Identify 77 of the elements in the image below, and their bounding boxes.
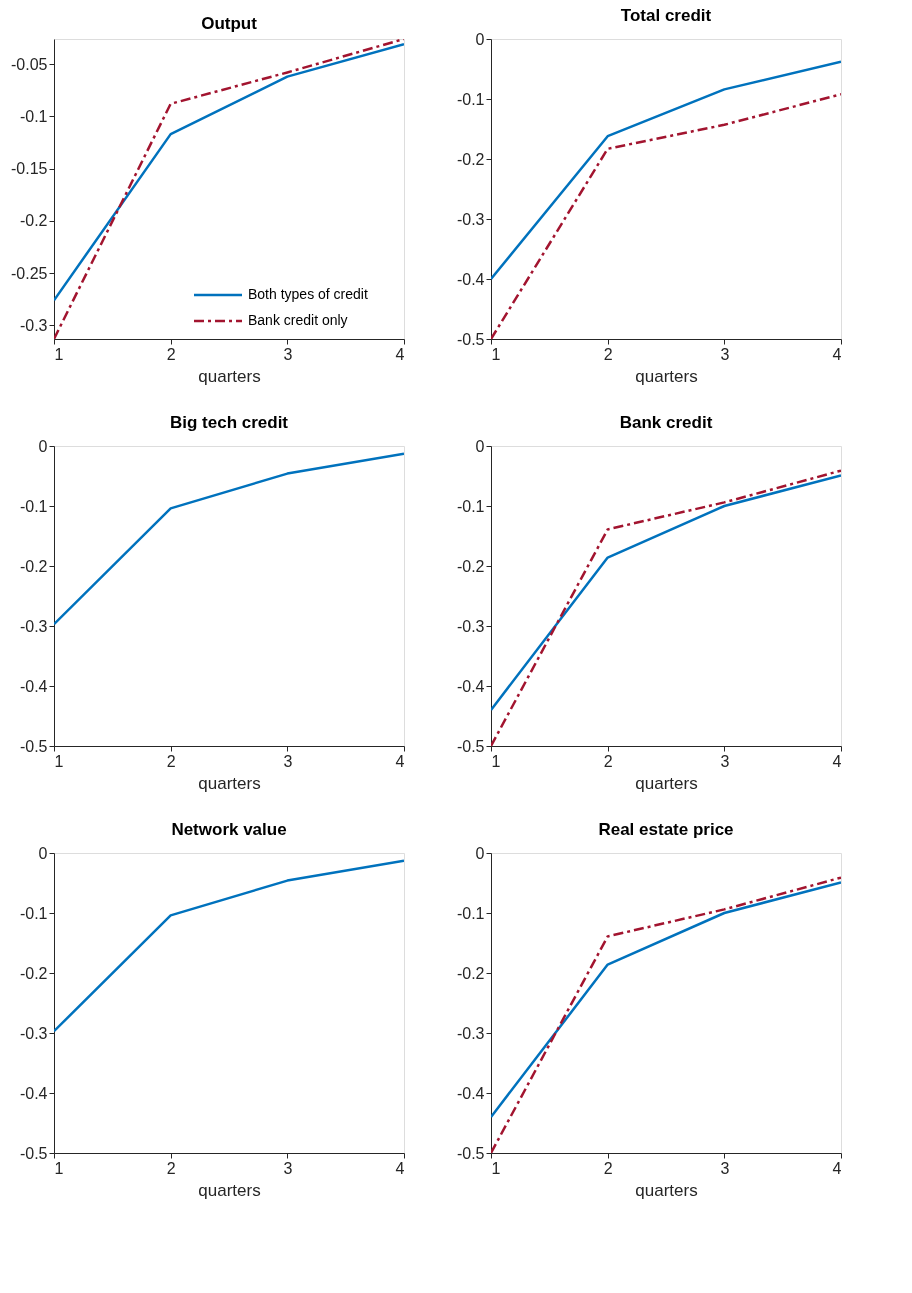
y-tick-label: -0.3 xyxy=(456,1024,485,1042)
y-tick-label: 0 xyxy=(475,437,485,455)
x-axis-title: quarters xyxy=(198,773,261,793)
chart-title: Big tech credit xyxy=(169,413,289,432)
y-tick-label: -0.5 xyxy=(456,737,485,755)
line-series xyxy=(54,452,404,626)
x-axis-title: quarters xyxy=(635,1180,698,1200)
y-tick-label: 0 xyxy=(38,437,48,455)
x-tick-label: 4 xyxy=(395,1159,405,1177)
chart-title: Bank credit xyxy=(619,413,713,432)
x-tick-label: 3 xyxy=(283,345,293,363)
x-tick-label: 2 xyxy=(603,345,613,363)
legend-label: Bank credit only xyxy=(248,312,348,328)
x-tick-label: 4 xyxy=(395,345,405,363)
x-tick-label: 2 xyxy=(603,752,613,770)
y-tick-label: -0.2 xyxy=(19,964,48,982)
y-tick-label: -0.4 xyxy=(456,1084,485,1102)
y-tick-label: -0.5 xyxy=(19,1144,48,1162)
y-tick-label: -0.4 xyxy=(19,677,48,695)
x-tick-label: 1 xyxy=(491,1159,501,1177)
x-axis-title: quarters xyxy=(635,773,698,793)
chart-title: Total credit xyxy=(620,6,712,25)
x-axis-title: quarters xyxy=(198,1180,261,1200)
x-tick-label: 1 xyxy=(491,752,501,770)
y-tick-label: -0.3 xyxy=(456,210,485,228)
y-tick-label: -0.2 xyxy=(19,557,48,575)
x-tick-label: 3 xyxy=(720,345,730,363)
y-tick-label: -0.1 xyxy=(19,497,48,515)
y-tick-label: -0.1 xyxy=(456,904,485,922)
x-tick-label: 2 xyxy=(166,1159,176,1177)
y-tick-label: -0.1 xyxy=(456,90,485,108)
x-tick-label: 2 xyxy=(166,345,176,363)
x-tick-label: 4 xyxy=(832,345,842,363)
y-tick-label: -0.5 xyxy=(19,737,48,755)
x-axis-title: quarters xyxy=(198,366,261,386)
x-tick-label: 1 xyxy=(54,752,64,770)
x-tick-label: 1 xyxy=(54,345,64,363)
y-tick-label: -0.3 xyxy=(456,617,485,635)
y-tick-label: -0.05 xyxy=(11,55,48,73)
chart-title: Output xyxy=(201,14,258,33)
y-tick-label: -0.4 xyxy=(456,677,485,695)
line-series xyxy=(54,859,404,1033)
y-tick-label: -0.2 xyxy=(456,964,485,982)
y-tick-label: -0.1 xyxy=(19,904,48,922)
y-tick-label: -0.3 xyxy=(19,316,48,334)
x-tick-label: 3 xyxy=(283,752,293,770)
y-tick-label: -0.2 xyxy=(456,557,485,575)
y-tick-label: -0.3 xyxy=(19,617,48,635)
x-tick-label: 4 xyxy=(832,752,842,770)
y-tick-label: 0 xyxy=(475,30,485,48)
legend-label: Both types of credit xyxy=(248,286,368,302)
y-tick-label: -0.1 xyxy=(19,107,48,125)
x-tick-label: 4 xyxy=(832,1159,842,1177)
x-tick-label: 1 xyxy=(54,1159,64,1177)
y-tick-label: -0.4 xyxy=(19,1084,48,1102)
y-tick-label: -0.5 xyxy=(456,330,485,348)
y-tick-label: -0.15 xyxy=(11,160,48,178)
y-tick-label: -0.4 xyxy=(456,270,485,288)
x-tick-label: 2 xyxy=(166,752,176,770)
x-axis-title: quarters xyxy=(635,366,698,386)
chart-title: Network value xyxy=(171,820,287,839)
y-tick-label: -0.25 xyxy=(11,264,48,282)
x-tick-label: 4 xyxy=(395,752,405,770)
x-tick-label: 3 xyxy=(720,752,730,770)
x-tick-label: 3 xyxy=(720,1159,730,1177)
x-tick-label: 1 xyxy=(491,345,501,363)
y-tick-label: 0 xyxy=(38,844,48,862)
y-tick-label: 0 xyxy=(475,844,485,862)
y-tick-label: -0.5 xyxy=(456,1144,485,1162)
x-tick-label: 2 xyxy=(603,1159,613,1177)
x-tick-label: 3 xyxy=(283,1159,293,1177)
y-tick-label: -0.3 xyxy=(19,1024,48,1042)
line-series xyxy=(491,60,841,281)
y-tick-label: -0.1 xyxy=(456,497,485,515)
chart-title: Real estate price xyxy=(598,820,734,839)
y-tick-label: -0.2 xyxy=(19,212,48,230)
y-tick-label: -0.2 xyxy=(456,150,485,168)
